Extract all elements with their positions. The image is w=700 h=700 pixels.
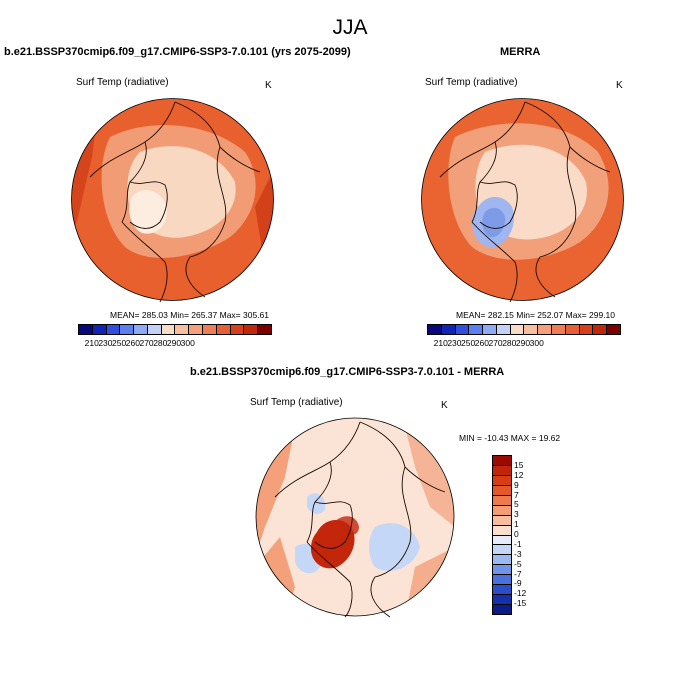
diff-stats: MIN = -10.43 MAX = 19.62 (459, 433, 561, 443)
colorbar-tick-label: 0 (514, 529, 519, 539)
colorbar-tick-label: 15 (514, 459, 524, 470)
colorbar-tick-label: -3 (514, 548, 522, 559)
colorbar-swatch (606, 325, 620, 334)
colorbar-tick-label: -5 (514, 558, 522, 569)
obs-panel-title: MERRA (500, 46, 541, 58)
colorbar-tick-label: 5 (514, 499, 519, 510)
model-colorbar-ticks: 210 230 250 260 270 280 290 300 (78, 338, 270, 350)
model-units-label: K (265, 80, 272, 91)
colorbar-swatch (79, 325, 92, 334)
colorbar-swatch (202, 325, 216, 334)
colorbar-swatch (551, 325, 565, 334)
colorbar-swatch (493, 564, 511, 575)
colorbar-swatch (105, 325, 120, 334)
model-colorbar (78, 324, 272, 335)
colorbar-swatch (454, 325, 469, 334)
colorbar-swatch (215, 325, 230, 334)
colorbar-swatch (493, 456, 511, 465)
colorbar-swatch (133, 325, 147, 334)
colorbar-tick-label: 3 (514, 509, 519, 520)
colorbar-swatch (146, 325, 161, 334)
colorbar-swatch (428, 325, 441, 334)
colorbar-tick-label: 290 (515, 338, 531, 348)
colorbar-swatch (493, 474, 511, 485)
colorbar-swatch (493, 494, 511, 505)
colorbar-tick-label: 210 (433, 338, 448, 348)
colorbar-swatch (493, 504, 511, 515)
colorbar-tick-label: 7 (514, 489, 519, 500)
colorbar-swatch (482, 325, 496, 334)
colorbar-swatch (495, 325, 510, 334)
colorbar-tick-label: 260 (125, 338, 140, 348)
colorbar-swatch (493, 464, 511, 475)
colorbar-tick-label: -12 (514, 588, 527, 599)
obs-colorbar-ticks: 210 230 250 260 270 280 290 300 (427, 338, 619, 350)
colorbar-swatch (243, 325, 258, 334)
colorbar-swatch (493, 594, 511, 605)
colorbar-tick-label: 260 (474, 338, 489, 348)
obs-colorbar (427, 324, 621, 335)
model-panel-title: b.e21.BSSP370cmip6.f09_g17.CMIP6-SSP3-7.… (4, 46, 351, 58)
diff-units-label: K (441, 400, 448, 411)
obs-variable-label: Surf Temp (radiative) (425, 77, 518, 88)
colorbar-swatch (174, 325, 189, 334)
colorbar-swatch (160, 325, 175, 334)
colorbar-tick-label: 230 (98, 338, 113, 348)
diff-colorbar (492, 455, 512, 615)
colorbar-swatch (564, 325, 579, 334)
colorbar-swatch (229, 325, 244, 334)
colorbar-tick-label: -15 (514, 598, 527, 609)
colorbar-tick-label: 270 (139, 338, 154, 348)
colorbar-swatch (493, 484, 511, 495)
colorbar-tick-label: 210 (84, 338, 99, 348)
colorbar-tick-label: 300 (529, 338, 544, 348)
colorbar-swatch (493, 514, 511, 525)
colorbar-swatch (523, 325, 538, 334)
obs-polar-map (421, 98, 624, 303)
colorbar-tick-label: 280 (502, 338, 517, 348)
colorbar-swatch (578, 325, 593, 334)
colorbar-swatch (493, 584, 511, 595)
diff-colorbar-ticks: 15 12 9 7 5 3 1 0 -1 -3 -5 -7 -9 -12 -15 (514, 455, 544, 613)
colorbar-tick-label: 230 (447, 338, 462, 348)
model-stats: MEAN= 285.03 Min= 265.37 Max= 305.61 (110, 310, 270, 320)
colorbar-swatch (493, 554, 511, 565)
colorbar-swatch (493, 574, 511, 585)
colorbar-tick-label: 290 (166, 338, 182, 348)
diff-polar-map (255, 417, 455, 618)
colorbar-tick-label: 280 (153, 338, 168, 348)
colorbar-tick-label: 250 (461, 338, 476, 348)
colorbar-swatch (468, 325, 483, 334)
colorbar-tick-label: 12 (514, 469, 524, 480)
model-polar-map (71, 98, 274, 303)
colorbar-tick-label: -1 (514, 538, 522, 549)
colorbar-swatch (493, 524, 511, 535)
colorbar-swatch (537, 325, 552, 334)
colorbar-swatch (493, 534, 511, 545)
colorbar-tick-label: 9 (514, 479, 519, 490)
colorbar-tick-label: -7 (514, 568, 522, 579)
colorbar-swatch (440, 325, 455, 334)
colorbar-tick-label: 250 (112, 338, 127, 348)
diff-variable-label: Surf Temp (radiative) (250, 397, 343, 408)
colorbar-swatch (592, 325, 607, 334)
diff-panel-title: b.e21.BSSP370cmip6.f09_g17.CMIP6-SSP3-7.… (190, 366, 505, 378)
colorbar-tick-label: 1 (514, 519, 519, 530)
colorbar-swatch (188, 325, 203, 334)
colorbar-swatch (119, 325, 134, 334)
model-variable-label: Surf Temp (radiative) (76, 77, 169, 88)
colorbar-tick-label: 300 (180, 338, 195, 348)
colorbar-swatch (509, 325, 524, 334)
colorbar-swatch (493, 604, 511, 614)
colorbar-swatch (91, 325, 106, 334)
obs-units-label: K (616, 80, 623, 91)
colorbar-tick-label: -9 (514, 578, 522, 589)
obs-stats: MEAN= 282.15 Min= 252.07 Max= 299.10 (456, 310, 616, 320)
colorbar-swatch (493, 544, 511, 555)
main-title: JJA (332, 16, 368, 39)
colorbar-swatch (257, 325, 271, 334)
colorbar-tick-label: 270 (488, 338, 503, 348)
